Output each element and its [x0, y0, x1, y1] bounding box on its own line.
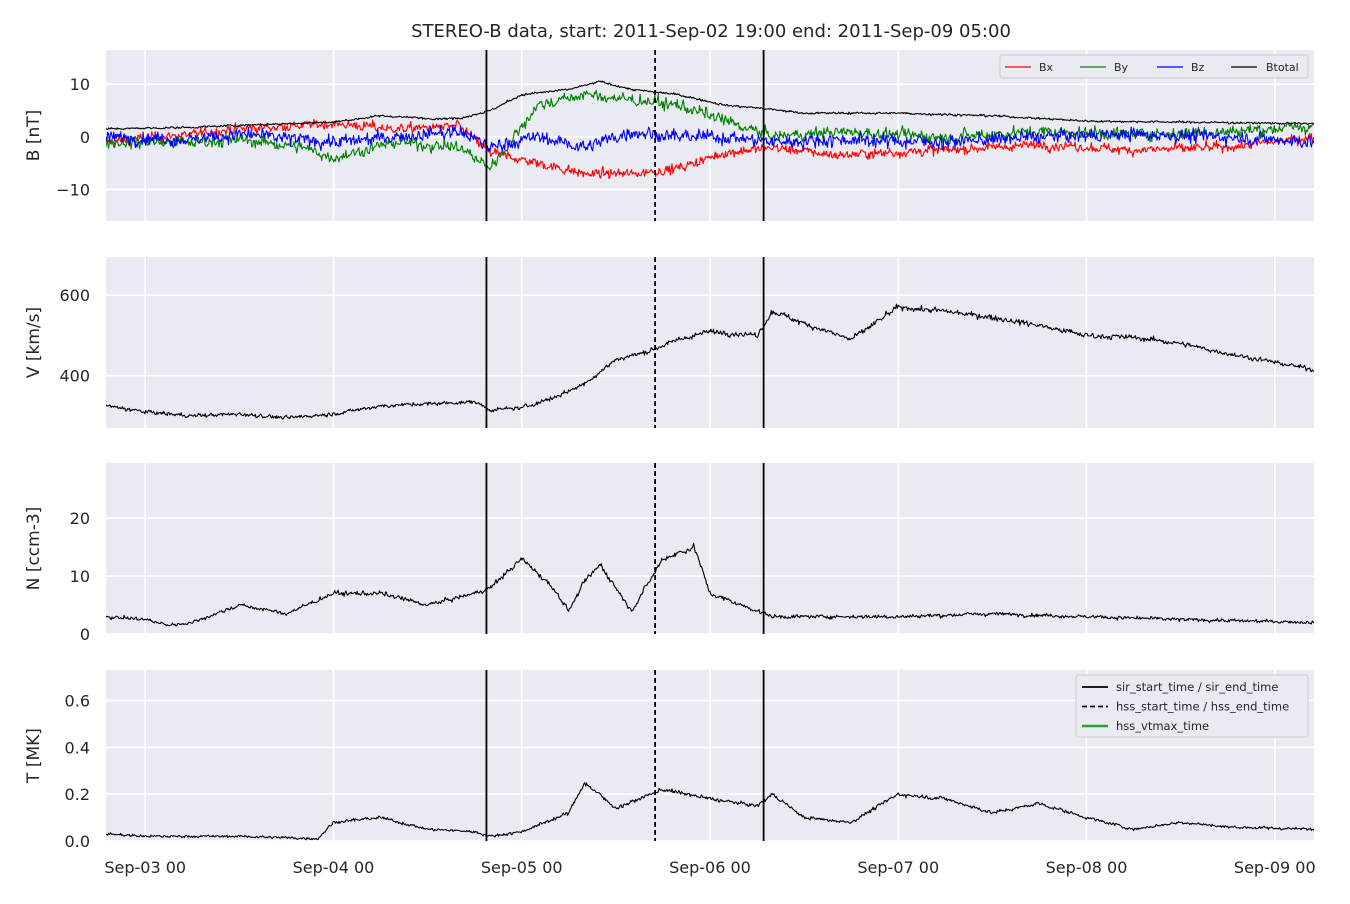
legend-label-bx: Bx [1039, 61, 1054, 74]
x-tick-label: Sep-03 00 [104, 858, 186, 877]
series-line-btotal [106, 80, 1314, 131]
x-tick-label: Sep-08 00 [1046, 858, 1128, 877]
panel-V: 400 600 V [km/s] [24, 257, 1314, 428]
panel-N: 0 10 20 N [ccm-3] [24, 463, 1314, 644]
series-line-bx [106, 118, 1314, 180]
y-tick-label-B: 0 [80, 128, 90, 147]
legend-b-panel: Bx By Bz Btotal [999, 54, 1309, 79]
series-group-T [106, 782, 1314, 841]
x-tick-label: Sep-05 00 [481, 858, 563, 877]
legend-label-marker: hss_start_time / hss_end_time [1116, 700, 1289, 714]
legend-label-bz: Bz [1191, 61, 1205, 74]
series-group-B [106, 80, 1314, 180]
y-axis-label-T: T [MK] [24, 728, 44, 784]
series-group-V [106, 303, 1314, 420]
series-group-N [106, 542, 1314, 627]
legend-t-box [1075, 674, 1309, 738]
legend-b-box [999, 54, 1309, 79]
series-line-bz [106, 124, 1314, 153]
legend-label-btotal: Btotal [1266, 61, 1299, 74]
y-axis-label-N: N [ccm-3] [24, 507, 44, 591]
legend-label-by: By [1114, 61, 1129, 74]
y-tick-label-N: 10 [70, 567, 90, 586]
series-line-v [106, 303, 1314, 420]
legend-label-marker: sir_start_time / sir_end_time [1116, 680, 1278, 694]
y-tick-label-B: −10 [56, 180, 90, 199]
y-tick-label-T: 0.0 [65, 832, 90, 851]
legend-t-panel: sir_start_time / sir_end_time hss_start_t… [1075, 674, 1309, 738]
chart-title: STEREO-B data, start: 2011-Sep-02 19:00 … [411, 21, 1011, 42]
y-tick-label-V: 400 [59, 367, 90, 386]
y-tick-label-N: 0 [80, 625, 90, 644]
series-line-n [106, 542, 1314, 627]
x-tick-label: Sep-04 00 [293, 858, 375, 877]
y-axis-label-V: V [km/s] [24, 307, 44, 378]
x-tick-label: Sep-09 00 [1234, 858, 1316, 877]
y-tick-label-T: 0.6 [65, 691, 90, 710]
x-tick-label: Sep-07 00 [857, 858, 939, 877]
y-tick-label-B: 10 [70, 75, 90, 94]
x-tick-label: Sep-06 00 [669, 858, 751, 877]
legend-label-marker: hss_vtmax_time [1116, 719, 1209, 733]
y-tick-label-T: 0.4 [65, 738, 90, 757]
y-tick-label-N: 20 [70, 509, 90, 528]
y-tick-label-V: 600 [59, 286, 90, 305]
y-tick-label-T: 0.2 [65, 785, 90, 804]
y-axis-label-B: B [nT] [24, 110, 44, 162]
series-line-t [106, 782, 1314, 841]
